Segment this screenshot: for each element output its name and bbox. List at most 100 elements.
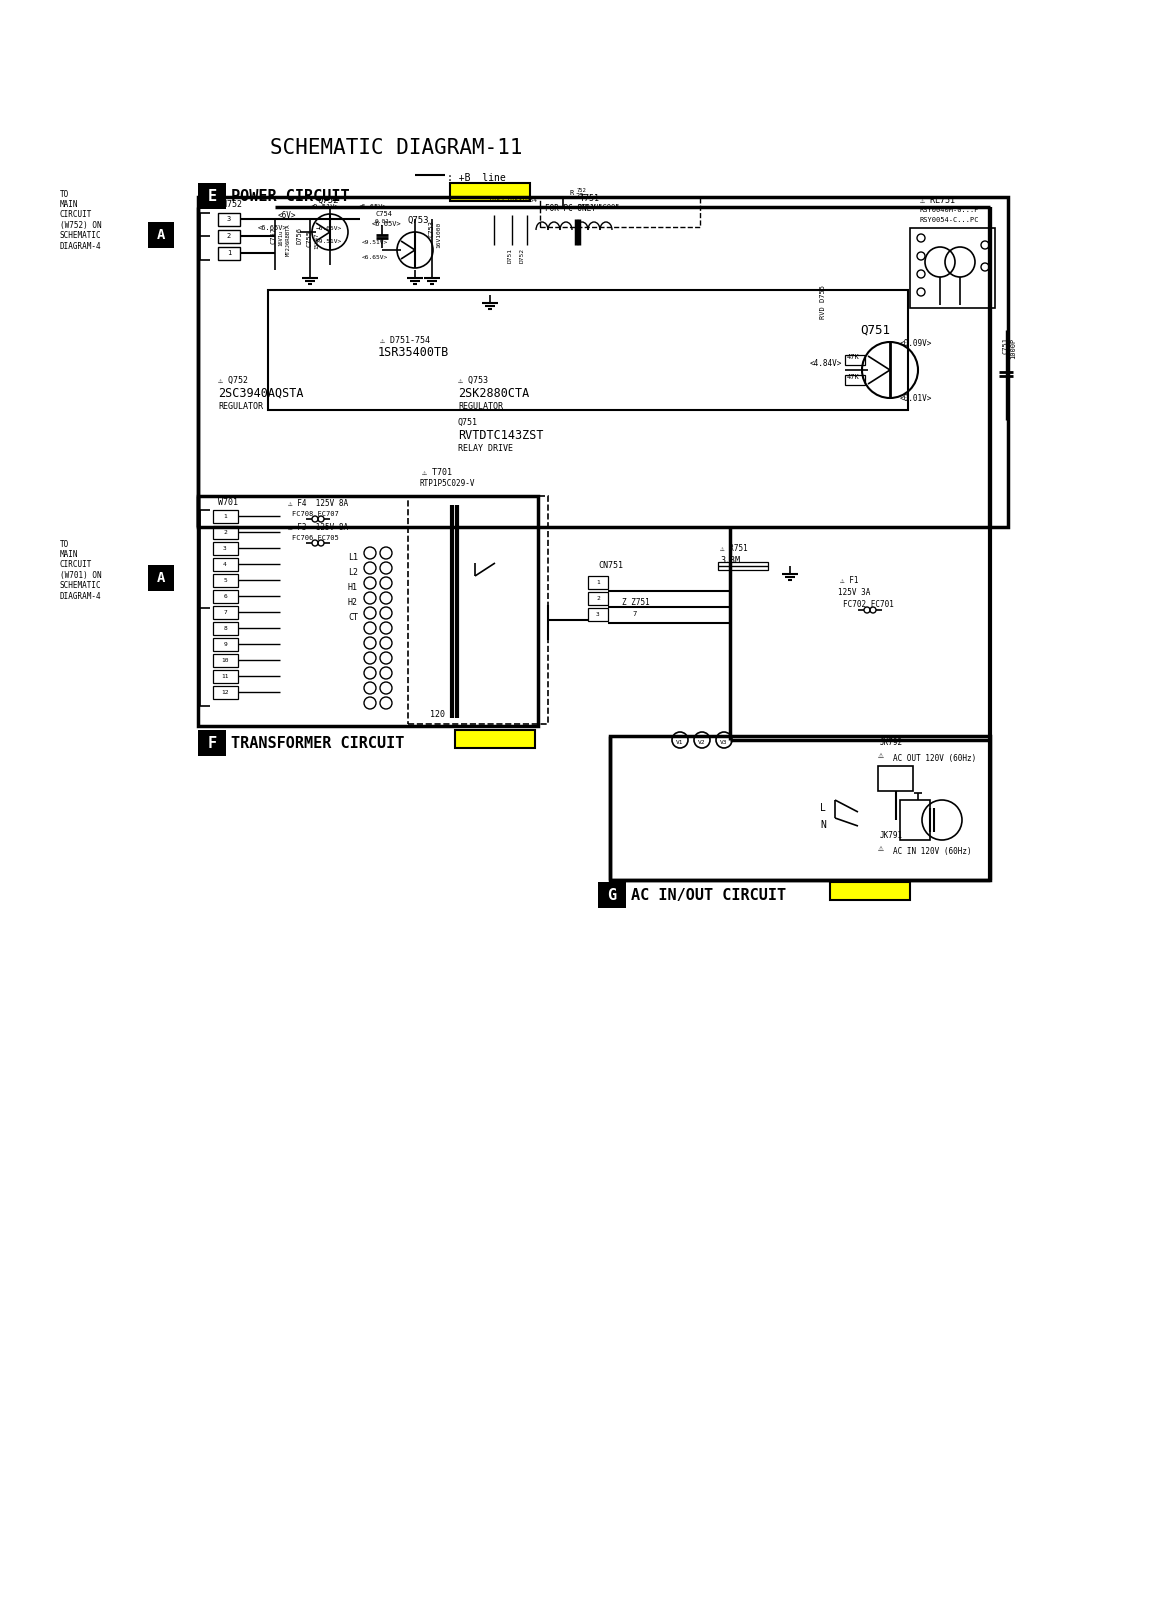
Bar — [198, 496, 538, 725]
Text: ⚠: ⚠ — [878, 749, 884, 760]
Bar — [268, 290, 908, 410]
Text: REGULATOR: REGULATOR — [458, 402, 503, 410]
Text: 1000P: 1000P — [1010, 338, 1016, 359]
Text: E: E — [207, 189, 216, 203]
Text: C755: C755 — [306, 229, 312, 247]
Text: 7: 7 — [223, 610, 227, 615]
Text: AC OUT 120V (60Hz): AC OUT 120V (60Hz) — [893, 754, 976, 762]
Text: 3: 3 — [596, 612, 600, 616]
Text: ⚠ RL751: ⚠ RL751 — [920, 195, 955, 205]
Bar — [213, 653, 238, 668]
Text: 5: 5 — [223, 578, 227, 583]
Bar — [599, 882, 627, 908]
Text: D756: D756 — [296, 226, 302, 243]
Text: H2: H2 — [348, 597, 358, 607]
Text: G: G — [608, 887, 616, 903]
Bar — [213, 669, 238, 684]
Text: 125V 3A: 125V 3A — [838, 588, 871, 597]
Text: 752: 752 — [577, 187, 587, 192]
Bar — [909, 227, 995, 307]
Text: RSY0040M-0...P: RSY0040M-0...P — [920, 207, 980, 213]
Text: 15V47: 15V47 — [314, 232, 319, 250]
Text: TRANSFORMER CIRCUIT: TRANSFORMER CIRCUIT — [231, 735, 404, 751]
Text: T751: T751 — [580, 194, 600, 202]
Bar — [217, 231, 240, 243]
Text: FC702 FC701: FC702 FC701 — [843, 599, 894, 608]
Bar — [845, 355, 865, 365]
Text: RVD D755: RVD D755 — [819, 285, 826, 319]
Text: 22: 22 — [575, 194, 583, 199]
Text: JK791: JK791 — [880, 831, 904, 839]
Text: A: A — [157, 572, 165, 584]
Text: 10: 10 — [221, 658, 229, 663]
Text: D752: D752 — [520, 248, 525, 263]
Text: <0.01V>: <0.01V> — [900, 394, 933, 402]
Text: CN752: CN752 — [217, 200, 242, 208]
Text: ⚠ Q753: ⚠ Q753 — [458, 376, 487, 384]
Text: ⚠: ⚠ — [878, 844, 884, 853]
Text: L1: L1 — [348, 552, 358, 562]
Text: <6.65V>: <6.65V> — [258, 226, 288, 231]
Text: 2: 2 — [227, 234, 231, 239]
Text: N: N — [819, 820, 825, 829]
Text: <4.84V>: <4.84V> — [810, 359, 843, 368]
Text: RVTDTC143ZST: RVTDTC143ZST — [458, 429, 544, 442]
Text: Q752: Q752 — [318, 195, 339, 205]
Bar — [213, 575, 238, 588]
Bar — [213, 639, 238, 652]
Text: −9.51V>: −9.51V> — [316, 239, 343, 243]
Text: 0.01: 0.01 — [375, 218, 390, 224]
Text: RTP1H5C005: RTP1H5C005 — [577, 203, 621, 210]
Text: RTP1P5C029-V: RTP1P5C029-V — [420, 479, 476, 487]
Bar — [213, 527, 238, 540]
Bar — [217, 213, 240, 226]
Text: 1: 1 — [596, 580, 600, 584]
Text: 2: 2 — [596, 596, 600, 600]
Text: : +B  line: : +B line — [447, 173, 506, 183]
Text: 2: 2 — [223, 530, 227, 535]
Text: 47K: 47K — [848, 354, 859, 360]
Text: −6.65V>: −6.65V> — [316, 226, 343, 231]
Text: D752: D752 — [490, 197, 505, 202]
Text: 7: 7 — [632, 612, 636, 616]
Text: ⚠ R751: ⚠ R751 — [720, 543, 748, 552]
Text: TO
MAIN
CIRCUIT
(W701) ON
SCHEMATIC
DIAGRAM-4: TO MAIN CIRCUIT (W701) ON SCHEMATIC DIAG… — [60, 540, 102, 600]
Text: 120: 120 — [430, 709, 445, 719]
Bar — [588, 592, 608, 605]
Text: 3.3M: 3.3M — [720, 556, 740, 565]
Bar — [610, 736, 990, 881]
Bar — [845, 375, 865, 384]
Bar — [148, 565, 174, 591]
Text: 9: 9 — [223, 642, 227, 647]
Text: L2: L2 — [348, 567, 358, 576]
Text: V3: V3 — [720, 740, 727, 744]
Text: <6.65V>: <6.65V> — [358, 203, 388, 210]
Text: REGULATOR: REGULATOR — [217, 402, 263, 410]
Bar — [213, 607, 238, 620]
Text: Q753: Q753 — [407, 216, 429, 224]
Text: RSY0054-C...PC: RSY0054-C...PC — [920, 218, 980, 223]
Bar — [213, 623, 238, 636]
Bar — [213, 685, 238, 700]
Text: FC706 FC705: FC706 FC705 — [292, 535, 339, 541]
Text: L: L — [819, 804, 825, 813]
Text: W701: W701 — [217, 498, 238, 506]
Bar — [213, 543, 238, 556]
Text: ⚠ F3  125V 8A: ⚠ F3 125V 8A — [288, 522, 348, 532]
Bar — [148, 223, 174, 248]
Text: R: R — [570, 191, 574, 195]
Text: JK792: JK792 — [880, 738, 904, 746]
Bar — [588, 576, 608, 589]
Bar — [540, 197, 700, 227]
Bar — [213, 559, 238, 572]
Text: ⚠ F1: ⚠ F1 — [841, 575, 858, 584]
Text: CT: CT — [348, 613, 358, 621]
Text: 2SK2880CTA: 2SK2880CTA — [458, 386, 530, 400]
Bar — [900, 800, 931, 841]
Text: <9.51V>: <9.51V> — [310, 203, 340, 210]
Text: 2SC3940AQSTA: 2SC3940AQSTA — [217, 386, 304, 400]
Text: C753: C753 — [428, 219, 434, 237]
Bar — [450, 183, 530, 202]
Text: <9.51V>: <9.51V> — [362, 240, 388, 245]
Text: 1SR35400TB: 1SR35400TB — [378, 346, 449, 359]
